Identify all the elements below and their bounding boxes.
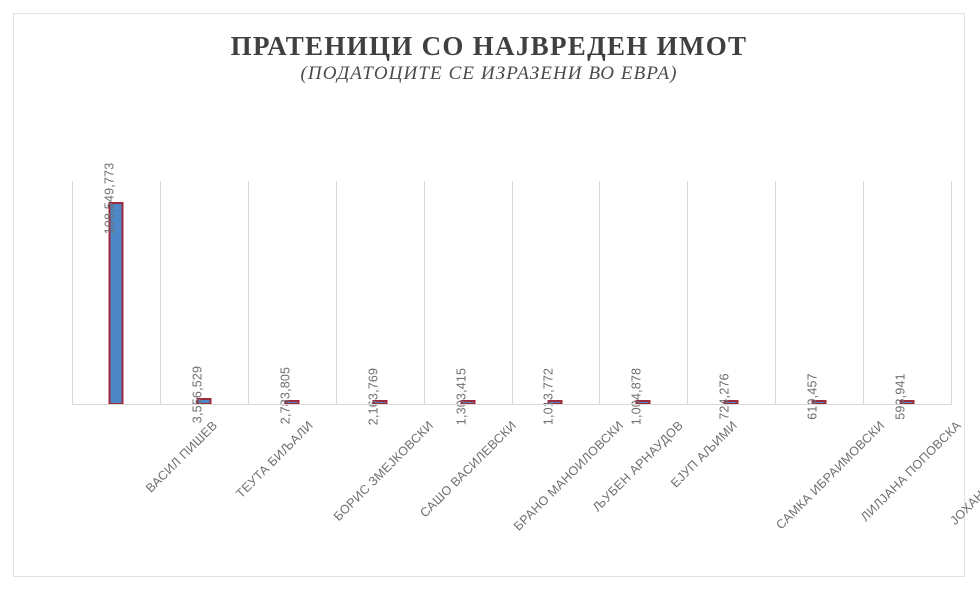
plot-area: 108,549,773 3,556,529 2,783,805 2,163,769 1,…	[72, 163, 952, 425]
category-slot: ЛИЛЈАНА ПОПОВСКА	[775, 407, 964, 567]
bar-slot: 619,457	[775, 181, 863, 419]
bar-slot: 1,303,415	[424, 181, 512, 425]
chart-title: ПРАТЕНИЦИ СО НАЈВРЕДЕН ИМОТ	[230, 31, 748, 61]
bar-slot: 2,163,769	[336, 181, 424, 425]
category-slot: БРАНО МАНОИЛОВСКИ	[424, 407, 625, 567]
chart-frame: ПРАТЕНИЦИ СО НАЈВРЕДЕН ИМОТ (ПОДАТОЦИТЕ …	[13, 13, 980, 577]
category-slot: ВАСИЛ ПИШЕВ	[72, 407, 220, 567]
gridline	[72, 181, 73, 405]
gridline	[423, 181, 425, 405]
gridline	[335, 181, 337, 405]
bar[interactable]	[284, 399, 300, 405]
bar-slot: 108,549,773	[72, 163, 160, 405]
gridline	[511, 181, 513, 405]
bar-slot: 1,004,878	[599, 181, 687, 425]
chart-subtitle: (ПОДАТОЦИТЕ СЕ ИЗРАЗЕНИ ВО ЕВРА)	[300, 63, 678, 85]
gridline	[775, 181, 777, 405]
category-slot: ЕЈУП АЉИМИ	[599, 407, 740, 567]
bar-slot: 724,276	[687, 181, 775, 419]
gridline	[863, 181, 865, 405]
bar-value-label: 108,549,773	[102, 162, 117, 235]
category-axis-labels: ВАСИЛ ПИШЕВ ТЕУТА БИЉАЛИ БОРИС ЗМЕЈКОВСКИ С…	[72, 407, 980, 567]
category-slot: ЉУБЕН АРНАУДОВ	[512, 407, 686, 567]
bar-slot: 593,941	[863, 181, 951, 419]
category-slot: БОРИС ЗМЕЈКОВСКИ	[248, 407, 436, 567]
bar-slot: 1,013,772	[512, 181, 600, 425]
category-slot: ЈОХАН ТАРЧУЛОВСКИ	[863, 407, 980, 567]
gridline	[951, 181, 952, 405]
category-axis-line	[72, 404, 951, 405]
category-slot: САМКА ИБРАИМОВСКИ	[687, 407, 888, 567]
gridline	[247, 181, 249, 405]
category-slot: ТЕУТА БИЉАЛИ	[160, 407, 316, 567]
bar-slot: 2,783,805	[248, 181, 336, 425]
title-block: ПРАТЕНИЦИ СО НАЈВРЕДЕН ИМОТ (ПОДАТОЦИТЕ …	[14, 32, 964, 85]
bar-slot: 3,556,529	[160, 181, 248, 423]
gridline	[159, 181, 161, 405]
gridline	[599, 181, 601, 405]
gridline	[687, 181, 689, 405]
category-slot: САШО ВАСИЛЕВСКИ	[336, 407, 519, 567]
